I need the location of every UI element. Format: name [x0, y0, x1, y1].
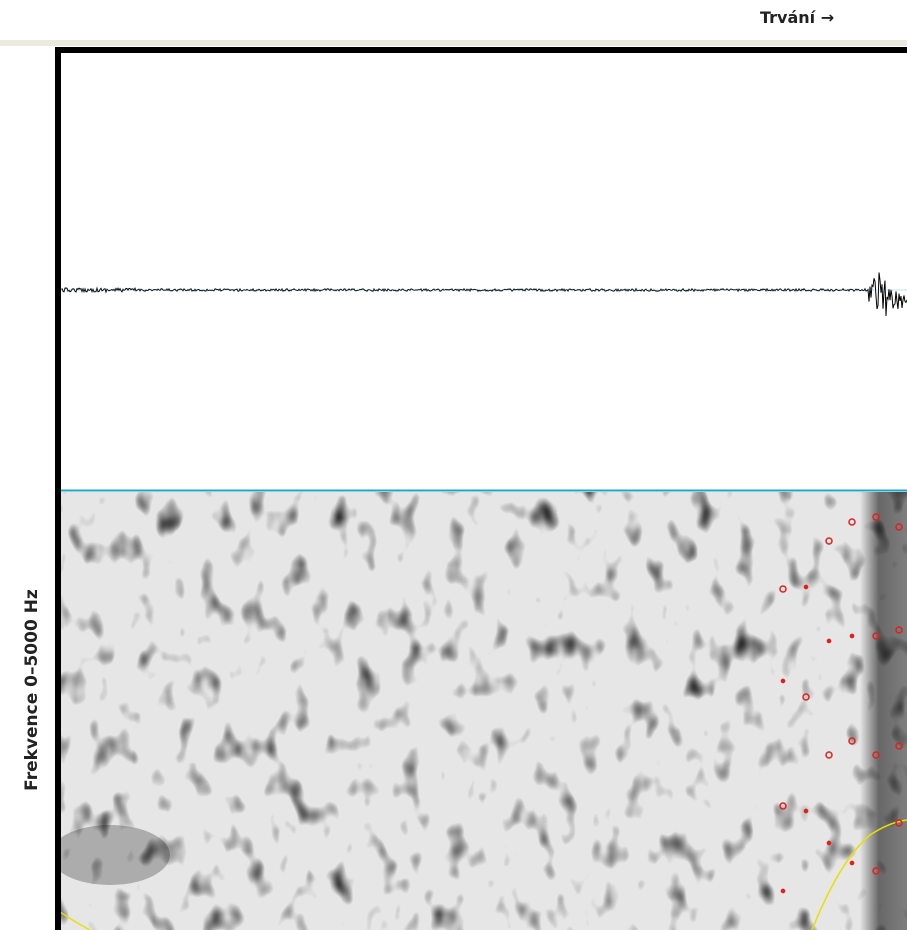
formant-point	[872, 867, 880, 875]
spectrogram-dark-spot	[60, 825, 170, 885]
formant-point	[872, 751, 880, 759]
formant-point	[779, 585, 787, 593]
formant-point	[779, 802, 787, 810]
pitch-curve	[60, 819, 907, 930]
formant-point	[895, 523, 903, 531]
formant-point	[872, 632, 880, 640]
formant-point	[848, 737, 856, 745]
formant-point	[780, 888, 786, 894]
waveform	[61, 272, 907, 317]
formant-point	[780, 678, 786, 684]
formant-point	[848, 518, 856, 526]
spectrogram-texture	[60, 492, 907, 930]
formant-point	[849, 860, 855, 866]
formant-point	[803, 584, 809, 590]
formant-point	[895, 626, 903, 634]
formant-point	[825, 751, 833, 759]
frame-border	[55, 47, 907, 930]
formant-point	[802, 693, 810, 701]
formant-point	[803, 808, 809, 814]
waveform-panel	[58, 50, 907, 490]
formant-point	[849, 633, 855, 639]
formant-points	[779, 513, 903, 894]
toolbar-edge	[0, 40, 907, 46]
spectrogram-panel	[60, 492, 907, 930]
formant-point	[895, 742, 903, 750]
formant-point	[895, 819, 903, 827]
duration-label: Trvání →	[760, 8, 835, 27]
formant-point	[826, 840, 832, 846]
formant-point	[872, 513, 880, 521]
spectrogram-dark-band	[860, 492, 907, 930]
formant-point	[825, 537, 833, 545]
formant-point	[826, 638, 832, 644]
